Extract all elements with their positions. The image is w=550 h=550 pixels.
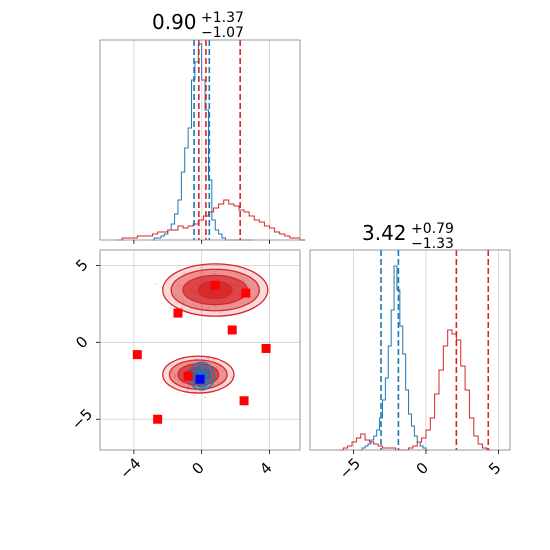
- sample-dot-red: [205, 357, 208, 360]
- histogram-panel-x: 0.90 +1.37 −1.07: [99, 10, 306, 244]
- scatter-y-tick-label-2: 5: [72, 256, 91, 275]
- sample-dot-red: [174, 377, 177, 380]
- sample-dot-red: [193, 394, 196, 397]
- red-marker-6: [183, 371, 193, 381]
- sample-dot-red: [173, 375, 176, 378]
- axes-frame-y-hist: [309, 249, 511, 451]
- sample-dot-red: [181, 382, 184, 385]
- sample-dot-red: [177, 379, 180, 382]
- sample-dot-red: [239, 273, 242, 276]
- red-marker-1: [241, 288, 251, 298]
- x-tick-label-2: 5: [485, 459, 504, 478]
- histogram-panel-y: −5 0 5 3.42 +0.79 −1.33: [309, 221, 511, 483]
- sample-dot-blue: [207, 357, 210, 360]
- sample-dot-red: [179, 284, 182, 287]
- sample-dot-red: [173, 375, 176, 378]
- sample-dot-blue: [204, 396, 207, 399]
- sample-dot-blue: [187, 386, 190, 389]
- sample-dot-red: [192, 361, 195, 364]
- sample-dot-red: [187, 385, 190, 388]
- red-marker-3: [227, 325, 237, 335]
- histogram-series-1: [338, 329, 492, 451]
- sample-dot-red: [213, 358, 216, 361]
- title-x-value: 0.90: [152, 10, 197, 34]
- sample-dot-red: [182, 300, 185, 303]
- title-x-minus: −1.07: [201, 25, 244, 41]
- scatter-x-tick-label-0: −4: [116, 454, 144, 482]
- scatter-x-tick-label-1: 0: [188, 459, 207, 478]
- sample-dot-red: [218, 311, 221, 314]
- histogram-series-1: [116, 199, 306, 241]
- title-y-hist: 3.42 +0.79 −1.33: [362, 221, 454, 252]
- red-marker-7: [239, 396, 249, 406]
- sample-dot-red: [176, 297, 179, 300]
- sample-dot-red: [183, 271, 186, 274]
- red-marker-0: [210, 280, 220, 290]
- sample-dot-red: [234, 272, 237, 275]
- sample-dot-red: [217, 381, 220, 384]
- scatter-density-panel: −4 0 4 −5 0 5: [68, 249, 301, 483]
- sample-dot-red: [171, 371, 174, 374]
- histogram-series-0: [359, 265, 429, 451]
- sample-dot-red: [192, 303, 195, 306]
- title-x-hist: 0.90 +1.37 −1.07: [152, 10, 244, 41]
- blue-marker: [195, 374, 205, 384]
- sample-dot-red: [220, 311, 223, 314]
- red-marker-4: [261, 343, 271, 353]
- sample-dot-red: [213, 273, 216, 276]
- axes-frame-scatter: [99, 249, 301, 451]
- sample-dot-red: [155, 282, 158, 285]
- sample-dot-red: [214, 305, 217, 308]
- sample-dot-red: [160, 381, 163, 384]
- red-marker-8: [153, 414, 163, 424]
- title-x-plus: +1.37: [201, 10, 244, 26]
- x-tick-label-0: −5: [336, 454, 364, 482]
- sample-dot-red: [169, 307, 172, 310]
- sample-dot-red: [212, 383, 215, 386]
- sample-dot-red: [242, 303, 245, 306]
- title-y-value: 3.42: [362, 221, 407, 245]
- scatter-y-tick-label-0: −5: [68, 405, 96, 433]
- sample-dot-red: [170, 364, 173, 367]
- sample-dot-red: [186, 389, 189, 392]
- sample-dot-red: [167, 361, 170, 364]
- sample-dot-red: [174, 373, 177, 376]
- scatter-y-tick-label-1: 0: [72, 333, 91, 352]
- sample-dot-red: [188, 361, 191, 364]
- red-marker-2: [173, 308, 183, 318]
- sample-dot-red: [176, 284, 179, 287]
- title-y-plus: +0.79: [411, 221, 454, 237]
- sample-dot-red: [194, 305, 197, 308]
- sample-dot-red: [194, 390, 197, 393]
- x-tick-label-1: 0: [413, 459, 432, 478]
- sample-dot-red: [230, 376, 233, 379]
- sample-dot-red: [214, 270, 217, 273]
- axes-frame-x-hist: [99, 39, 301, 241]
- scatter-x-tick-label-2: 4: [256, 459, 275, 478]
- sample-dot-red: [210, 362, 213, 365]
- red-marker-5: [132, 350, 142, 360]
- title-y-minus: −1.33: [411, 236, 454, 252]
- sample-dot-red: [208, 307, 211, 310]
- sample-dot-red: [242, 279, 245, 282]
- sample-dot-red: [172, 384, 175, 387]
